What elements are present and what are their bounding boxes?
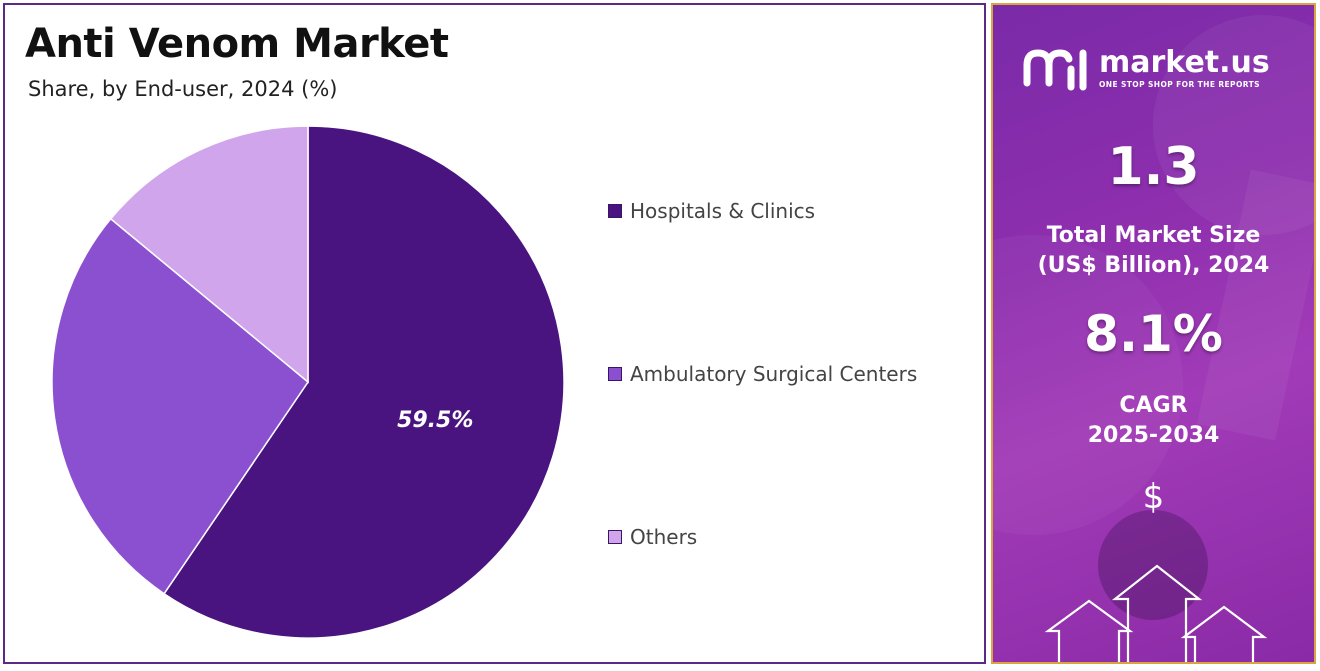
chart-panel: Anti Venom Market Share, by End-user, 20… — [3, 3, 986, 664]
chart-subtitle: Share, by End-user, 2024 (%) — [28, 77, 338, 101]
market-us-logo-icon — [1023, 49, 1087, 91]
pie-slice-others — [109, 125, 309, 384]
legend-label: Ambulatory Surgical Centers — [630, 362, 918, 386]
legend-swatch — [608, 204, 622, 218]
dollar-sign-icon: $ — [1142, 477, 1165, 517]
cagr-label-line2: 2025-2034 — [1087, 423, 1220, 448]
legend-label: Hospitals & Clinics — [630, 199, 816, 223]
brand-logo: market.us ONE STOP SHOP FOR THE REPORTS — [1023, 43, 1270, 93]
legend-item-hospitals-clinics: Hospitals & Clinics — [608, 199, 816, 223]
brand-name: market.us — [1099, 44, 1270, 80]
background-decoration — [993, 15, 1314, 620]
legend-item-others: Others — [608, 525, 698, 549]
summary-panel: market.us ONE STOP SHOP FOR THE REPORTS … — [991, 3, 1316, 664]
legend-swatch — [608, 367, 622, 381]
legend-swatch — [608, 530, 622, 544]
market-size-value: 1.3 — [1107, 137, 1200, 197]
cagr-value: 8.1% — [1084, 305, 1223, 363]
brand-tagline: ONE STOP SHOP FOR THE REPORTS — [1099, 79, 1260, 89]
growth-arrows-icon — [1044, 564, 1268, 662]
chart-title: Anti Venom Market — [25, 21, 449, 67]
market-size-label-line1: Total Market Size — [1046, 223, 1261, 248]
pie-data-label: 59.5% — [397, 408, 473, 433]
pie-slice-ambulatory-surgical-centers — [51, 217, 310, 595]
pie-chart: 59.5% — [51, 125, 565, 639]
cagr-label-line1: CAGR — [1119, 393, 1188, 418]
legend-item-ambulatory-surgical-centers: Ambulatory Surgical Centers — [608, 362, 918, 386]
market-size-label-line2: (US$ Billion), 2024 — [1037, 253, 1270, 278]
pie-slice-hospitals-clinics — [163, 125, 565, 639]
legend-label: Others — [630, 525, 698, 549]
